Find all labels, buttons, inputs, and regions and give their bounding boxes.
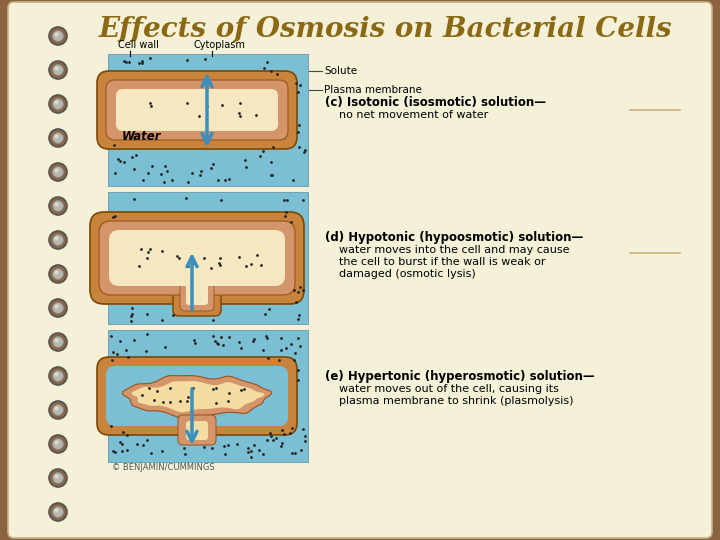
Circle shape — [53, 438, 63, 449]
Circle shape — [49, 469, 67, 487]
Circle shape — [55, 339, 58, 342]
Text: the cell to burst if the wall is weak or: the cell to burst if the wall is weak or — [339, 257, 546, 267]
Text: (c) Isotonic (isosmotic) solution—: (c) Isotonic (isosmotic) solution— — [325, 96, 546, 109]
Circle shape — [53, 166, 63, 178]
FancyBboxPatch shape — [106, 80, 288, 140]
FancyBboxPatch shape — [186, 421, 208, 440]
Circle shape — [55, 407, 58, 410]
Text: Cell wall: Cell wall — [118, 40, 159, 50]
Circle shape — [53, 507, 63, 517]
Text: Effects of Osmosis on Bacterial Cells: Effects of Osmosis on Bacterial Cells — [98, 17, 672, 44]
FancyBboxPatch shape — [178, 415, 216, 445]
Polygon shape — [132, 381, 265, 413]
FancyBboxPatch shape — [8, 2, 712, 538]
Circle shape — [49, 231, 67, 249]
Circle shape — [53, 472, 63, 483]
Text: no net movement of water: no net movement of water — [339, 110, 488, 120]
FancyBboxPatch shape — [109, 230, 285, 286]
Circle shape — [49, 435, 67, 453]
Circle shape — [49, 95, 67, 113]
Circle shape — [49, 265, 67, 283]
Circle shape — [49, 333, 67, 351]
Circle shape — [55, 305, 58, 308]
Circle shape — [49, 401, 67, 419]
Circle shape — [53, 404, 63, 415]
Text: Cytoplasm: Cytoplasm — [193, 40, 245, 50]
Circle shape — [53, 268, 63, 280]
Circle shape — [53, 234, 63, 246]
Circle shape — [53, 98, 63, 110]
Polygon shape — [122, 376, 271, 418]
Circle shape — [55, 271, 58, 274]
Circle shape — [49, 27, 67, 45]
Circle shape — [49, 367, 67, 385]
Circle shape — [55, 32, 58, 37]
FancyBboxPatch shape — [99, 221, 295, 295]
Text: (d) Hypotonic (hypoosmotic) solution—: (d) Hypotonic (hypoosmotic) solution— — [325, 231, 583, 244]
Circle shape — [53, 302, 63, 314]
Circle shape — [49, 299, 67, 317]
Circle shape — [55, 168, 58, 172]
Circle shape — [53, 132, 63, 144]
FancyBboxPatch shape — [106, 366, 288, 426]
Circle shape — [55, 202, 58, 206]
Circle shape — [53, 336, 63, 348]
Bar — [108, 192, 308, 324]
Circle shape — [55, 100, 58, 105]
Circle shape — [49, 197, 67, 215]
Circle shape — [55, 134, 58, 138]
Bar — [108, 330, 308, 462]
Text: damaged (osmotic lysis): damaged (osmotic lysis) — [339, 269, 476, 279]
Circle shape — [49, 61, 67, 79]
FancyBboxPatch shape — [97, 357, 297, 435]
Text: (e) Hypertonic (hyperosmotic) solution—: (e) Hypertonic (hyperosmotic) solution— — [325, 370, 595, 383]
Circle shape — [53, 64, 63, 76]
Bar — [108, 54, 308, 186]
Circle shape — [53, 370, 63, 381]
Circle shape — [53, 30, 63, 42]
Text: plasma membrane to shrink (plasmolysis): plasma membrane to shrink (plasmolysis) — [339, 396, 574, 406]
Circle shape — [55, 441, 58, 444]
Circle shape — [55, 237, 58, 240]
Circle shape — [49, 129, 67, 147]
FancyBboxPatch shape — [186, 284, 208, 305]
FancyBboxPatch shape — [116, 89, 278, 131]
Circle shape — [49, 163, 67, 181]
Circle shape — [55, 475, 58, 478]
Text: water moves out of the cell, causing its: water moves out of the cell, causing its — [339, 384, 559, 394]
Text: water moves into the cell and may cause: water moves into the cell and may cause — [339, 245, 570, 255]
Text: Plasma membrane: Plasma membrane — [324, 85, 422, 95]
FancyBboxPatch shape — [173, 276, 221, 316]
Circle shape — [53, 200, 63, 212]
Circle shape — [55, 373, 58, 376]
Circle shape — [55, 509, 58, 512]
Text: Solute: Solute — [324, 66, 357, 76]
Text: Water: Water — [122, 130, 161, 143]
Circle shape — [55, 66, 58, 71]
Text: © BENJAMIN/CUMMINGS: © BENJAMIN/CUMMINGS — [112, 463, 215, 472]
FancyBboxPatch shape — [97, 71, 297, 149]
FancyBboxPatch shape — [90, 212, 304, 304]
FancyBboxPatch shape — [180, 279, 214, 311]
Circle shape — [49, 503, 67, 521]
